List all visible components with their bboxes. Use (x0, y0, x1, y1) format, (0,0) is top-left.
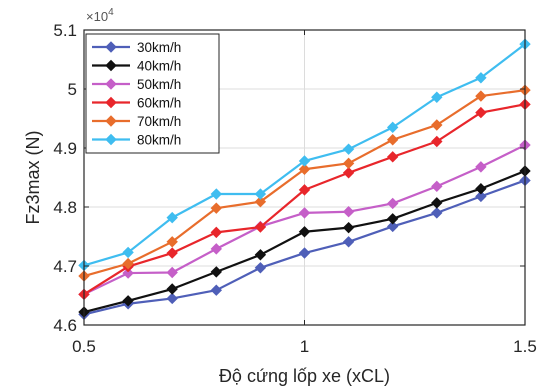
data-point (386, 213, 399, 225)
legend-box (85, 33, 220, 154)
legend-marker (105, 78, 117, 90)
legend-item: 40km/h (92, 59, 181, 74)
data-point (254, 249, 267, 261)
series-40km-h (78, 165, 531, 318)
data-point (475, 161, 487, 173)
y-tick-label: 4.8 (53, 198, 77, 217)
data-point (386, 134, 399, 146)
legend-item: 60km/h (92, 96, 181, 111)
data-point (386, 197, 399, 210)
data-point (166, 211, 178, 224)
data-point (342, 206, 355, 218)
data-point (122, 295, 134, 307)
data-point (342, 236, 355, 248)
legend-marker (105, 115, 117, 127)
data-point (386, 151, 399, 163)
y-axis-exponent-base: ×10 (86, 9, 108, 24)
legend-item: 30km/h (92, 40, 181, 55)
legend-label: 30km/h (137, 40, 181, 55)
data-point (122, 246, 134, 259)
data-point (431, 135, 443, 148)
series-layer (78, 38, 531, 321)
data-point (386, 121, 399, 134)
legend-label: 50km/h (137, 77, 181, 92)
data-point (431, 119, 443, 131)
data-point (431, 197, 443, 209)
legend-label: 60km/h (137, 96, 181, 111)
data-point (298, 226, 311, 238)
data-point (122, 257, 134, 270)
y-tick-label: 5.1 (53, 21, 77, 40)
legend-label: 40km/h (137, 59, 181, 74)
data-point (298, 207, 311, 219)
legend-marker (105, 41, 117, 53)
data-point (210, 188, 223, 200)
x-tick-label: 1.5 (513, 337, 537, 356)
data-point (166, 247, 178, 259)
data-point (210, 202, 223, 214)
y-tick-label: 5 (68, 80, 77, 99)
x-axis-label: Độ cứng lốp xe (xCL) (219, 366, 390, 386)
y-axis-exponent-power: 4 (108, 7, 114, 18)
legend-item: 70km/h (92, 114, 181, 129)
data-point (254, 188, 267, 200)
x-tick-label: 0.5 (72, 337, 96, 356)
data-point (475, 106, 487, 119)
data-point (342, 143, 355, 155)
data-point (166, 292, 178, 305)
series-50km-h (78, 139, 531, 301)
data-point (254, 262, 267, 274)
y-tick-label: 4.6 (53, 316, 77, 335)
data-point (166, 236, 178, 248)
data-point (298, 155, 311, 167)
legend-label: 80km/h (137, 133, 181, 148)
y-tick-label: 4.7 (53, 257, 77, 276)
data-point (475, 90, 487, 102)
data-point (210, 284, 223, 296)
series-70km-h (78, 84, 531, 282)
data-point (431, 180, 443, 193)
data-point (475, 190, 487, 203)
legend-label: 70km/h (137, 114, 181, 129)
data-point (166, 266, 178, 279)
data-point (475, 72, 487, 84)
data-point (431, 91, 443, 103)
data-point (342, 167, 355, 179)
y-axis-label: Fz3max (N) (23, 131, 43, 225)
data-point (210, 266, 223, 278)
data-point (254, 221, 267, 233)
axis-ticks: 0.5 1 1.5 4.6 4.7 4.8 4.9 5 5.1 (53, 21, 536, 356)
y-tick-label: 4.9 (53, 139, 77, 158)
data-point (342, 221, 355, 234)
legend-item: 50km/h (92, 77, 181, 92)
data-point (298, 247, 311, 259)
data-point (210, 243, 223, 255)
legend-marker (105, 96, 117, 109)
data-point (386, 220, 399, 233)
legend-marker (105, 133, 117, 146)
data-point (475, 183, 487, 195)
data-point (166, 283, 178, 295)
data-point (254, 195, 267, 208)
data-point (298, 184, 311, 196)
data-point (210, 226, 223, 239)
series-30km-h (78, 174, 531, 321)
data-point (431, 207, 443, 219)
y-axis-exponent: ×104 (86, 7, 114, 24)
x-tick-label: 1 (300, 337, 309, 356)
legend-marker (105, 59, 117, 72)
data-point (122, 267, 134, 279)
legend: 30km/h 40km/h 50km/h 60km/h 70km/h 80km/h (85, 33, 220, 154)
data-point (342, 157, 355, 170)
data-point (298, 163, 311, 175)
legend-item: 80km/h (92, 133, 181, 148)
